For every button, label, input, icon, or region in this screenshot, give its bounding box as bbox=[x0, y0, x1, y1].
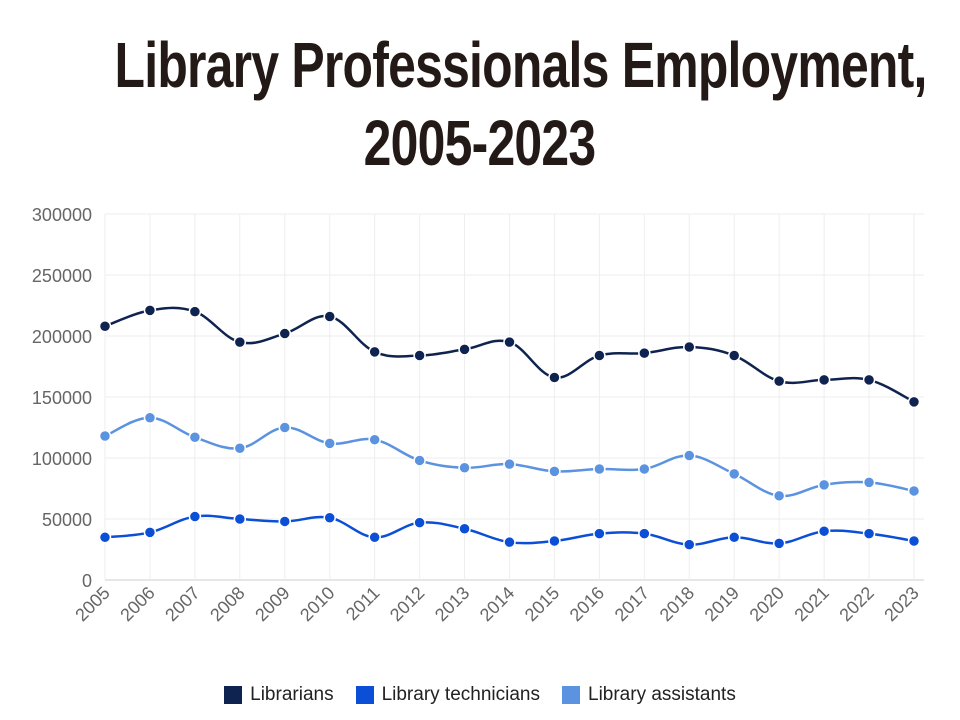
y-tick-label: 250000 bbox=[32, 266, 92, 286]
data-point bbox=[727, 349, 741, 362]
legend-swatch bbox=[355, 686, 374, 704]
x-tick-label: 2017 bbox=[611, 583, 653, 625]
legend: Librarians Library technicians Library a… bbox=[0, 684, 960, 706]
data-point bbox=[278, 327, 292, 340]
data-point bbox=[727, 467, 741, 481]
legend-item-librarians[interactable]: Librarians bbox=[224, 684, 334, 706]
data-point bbox=[413, 516, 426, 529]
data-point bbox=[188, 510, 202, 523]
legend-swatch bbox=[224, 686, 243, 704]
chart-title-line-1: Library Professionals Employment, bbox=[114, 29, 928, 101]
x-tick-label: 2006 bbox=[116, 583, 158, 625]
data-point bbox=[907, 484, 921, 498]
data-point bbox=[323, 310, 336, 323]
legend-label: Library assistants bbox=[588, 684, 736, 705]
y-tick-label: 300000 bbox=[32, 205, 92, 225]
legend-label: Librarians bbox=[250, 684, 334, 705]
data-point bbox=[727, 531, 741, 544]
data-point bbox=[413, 454, 426, 467]
data-point bbox=[233, 512, 247, 526]
y-tick-label: 200000 bbox=[32, 327, 92, 347]
legend-item-library-technicians[interactable]: Library technicians bbox=[355, 684, 540, 706]
data-point bbox=[458, 522, 471, 536]
data-point bbox=[907, 534, 921, 548]
data-point bbox=[368, 345, 381, 359]
data-point bbox=[503, 535, 516, 549]
data-point bbox=[188, 431, 202, 444]
x-tick-label: 2011 bbox=[342, 583, 384, 625]
x-tick-label: 2023 bbox=[880, 583, 922, 625]
data-point bbox=[458, 343, 471, 356]
y-tick-label: 150000 bbox=[32, 388, 92, 408]
legend-label: Library technicians bbox=[381, 684, 540, 705]
data-point bbox=[593, 527, 606, 540]
x-tick-label: 2007 bbox=[161, 583, 203, 625]
data-point bbox=[548, 465, 561, 478]
data-point bbox=[233, 335, 247, 349]
x-tick-label: 2005 bbox=[71, 583, 113, 625]
legend-swatch bbox=[562, 686, 580, 704]
data-point bbox=[817, 478, 831, 492]
data-point bbox=[278, 421, 292, 434]
data-point bbox=[772, 374, 786, 388]
data-point bbox=[503, 335, 516, 349]
data-point bbox=[772, 537, 786, 550]
x-tick-label: 2009 bbox=[251, 583, 293, 625]
y-tick-label: 0 bbox=[82, 571, 92, 591]
data-point bbox=[593, 349, 606, 362]
data-point bbox=[98, 429, 112, 443]
data-point bbox=[683, 538, 696, 551]
data-point bbox=[772, 489, 786, 503]
data-point bbox=[862, 476, 876, 489]
data-point bbox=[862, 373, 876, 387]
data-point bbox=[683, 449, 696, 462]
data-point bbox=[548, 371, 561, 384]
x-tick-label: 2012 bbox=[386, 583, 428, 625]
data-point bbox=[368, 531, 381, 544]
data-point bbox=[188, 305, 202, 318]
data-point bbox=[907, 395, 921, 409]
data-point bbox=[413, 349, 426, 362]
data-point bbox=[143, 304, 157, 317]
data-point bbox=[143, 411, 157, 424]
data-point bbox=[862, 527, 876, 540]
data-point bbox=[458, 461, 471, 475]
y-tick-label: 100000 bbox=[32, 449, 92, 469]
x-tick-label: 2015 bbox=[521, 583, 563, 625]
data-point bbox=[817, 524, 831, 538]
data-point bbox=[593, 462, 606, 476]
data-point bbox=[638, 527, 651, 540]
data-point bbox=[323, 437, 336, 450]
data-point bbox=[683, 340, 696, 354]
data-point bbox=[278, 515, 292, 528]
line-chart: 0 50000 100000 150000 200000 250000 300000 2005… bbox=[32, 205, 924, 625]
x-tick-label: 2008 bbox=[206, 583, 248, 625]
x-tick-label: 2018 bbox=[656, 583, 698, 625]
data-point bbox=[98, 319, 112, 333]
data-point bbox=[98, 531, 112, 544]
data-point bbox=[638, 346, 651, 360]
data-point bbox=[817, 373, 831, 387]
x-tick-label: 2010 bbox=[296, 583, 338, 625]
x-tick-label: 2014 bbox=[476, 583, 518, 625]
data-point bbox=[503, 457, 516, 471]
x-tick-label: 2019 bbox=[701, 583, 743, 625]
data-point bbox=[323, 511, 336, 525]
x-tick-label: 2016 bbox=[566, 583, 608, 625]
data-point bbox=[143, 526, 157, 539]
data-point bbox=[548, 534, 561, 548]
x-tick-label: 2021 bbox=[790, 583, 832, 625]
x-tick-label: 2022 bbox=[835, 583, 877, 625]
y-tick-label: 50000 bbox=[42, 510, 92, 530]
data-point bbox=[368, 433, 381, 446]
x-tick-label: 2013 bbox=[431, 583, 473, 625]
chart-title-line-2: 2005-2023 bbox=[364, 107, 596, 179]
chart-title: Library Professionals Employment, 2005-2… bbox=[0, 26, 960, 182]
x-tick-label: 2020 bbox=[746, 583, 788, 625]
legend-item-library-assistants[interactable]: Library assistants bbox=[562, 684, 736, 706]
data-point bbox=[638, 462, 651, 476]
data-point bbox=[233, 441, 247, 455]
